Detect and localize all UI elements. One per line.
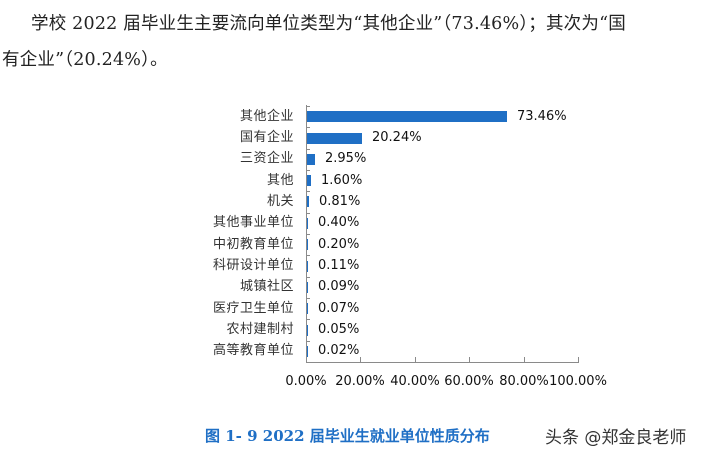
value-label: 0.02% xyxy=(318,343,360,358)
bar xyxy=(307,196,310,207)
value-label: 0.09% xyxy=(318,279,360,294)
x-tick-label: 20.00% xyxy=(335,374,385,389)
value-label: 0.81% xyxy=(319,194,361,209)
category-label: 机关 xyxy=(266,194,294,209)
x-tick xyxy=(415,357,416,362)
y-tick xyxy=(306,234,310,235)
y-tick xyxy=(306,149,310,150)
category-label: 其他事业单位 xyxy=(212,215,294,230)
bar xyxy=(307,303,308,314)
y-tick xyxy=(306,277,310,278)
x-tick xyxy=(578,357,579,362)
value-label: 0.20% xyxy=(318,237,360,252)
category-label: 高等教育单位 xyxy=(212,343,294,358)
y-tick xyxy=(306,191,310,192)
bar xyxy=(307,175,312,186)
bar xyxy=(307,325,308,336)
category-label: 三资企业 xyxy=(239,151,294,166)
x-tick-label: 40.00% xyxy=(390,374,440,389)
bar xyxy=(307,111,507,122)
bar xyxy=(307,133,363,144)
x-tick-label: 100.00% xyxy=(549,374,607,389)
category-label: 其他企业 xyxy=(239,109,294,124)
category-label: 科研设计单位 xyxy=(212,258,294,273)
bar xyxy=(307,154,316,165)
bar xyxy=(307,218,309,229)
paragraph-line-2: 有企业”（20.24%）。 xyxy=(2,50,168,70)
category-label: 医疗卫生单位 xyxy=(212,301,294,316)
bar xyxy=(307,239,308,250)
x-axis xyxy=(306,362,579,363)
value-label: 73.46% xyxy=(517,109,567,124)
x-tick-label: 60.00% xyxy=(444,374,494,389)
y-tick xyxy=(306,213,310,214)
y-tick xyxy=(306,298,310,299)
value-label: 1.60% xyxy=(321,173,363,188)
x-tick xyxy=(360,357,361,362)
x-tick xyxy=(469,357,470,362)
y-tick xyxy=(306,319,310,320)
x-tick xyxy=(524,357,525,362)
paragraph-line-1: 学校 2022 届毕业生主要流向单位类型为“其他企业”（73.46%）；其次为“… xyxy=(31,14,626,34)
bar xyxy=(307,346,308,357)
y-tick xyxy=(306,255,310,256)
bar xyxy=(307,261,308,272)
bar xyxy=(307,282,308,293)
watermark: 头条 @郑金良老师 xyxy=(545,428,687,448)
category-label: 国有企业 xyxy=(239,130,294,145)
y-tick xyxy=(306,127,310,128)
y-tick xyxy=(306,170,310,171)
value-label: 20.24% xyxy=(372,130,422,145)
category-label: 城镇社区 xyxy=(239,279,294,294)
figure-caption: 图 1- 9 2022 届毕业生就业单位性质分布 xyxy=(205,427,490,445)
y-tick xyxy=(306,106,310,107)
y-tick xyxy=(306,362,310,363)
value-label: 0.05% xyxy=(318,322,360,337)
x-tick-label: 0.00% xyxy=(285,374,327,389)
value-label: 0.07% xyxy=(318,301,360,316)
value-label: 2.95% xyxy=(325,151,367,166)
category-label: 中初教育单位 xyxy=(212,237,294,252)
category-label: 农村建制村 xyxy=(226,322,294,337)
value-label: 0.40% xyxy=(318,215,360,230)
x-tick-label: 80.00% xyxy=(499,374,549,389)
y-tick xyxy=(306,341,310,342)
value-label: 0.11% xyxy=(318,258,360,273)
category-label: 其他 xyxy=(266,173,294,188)
